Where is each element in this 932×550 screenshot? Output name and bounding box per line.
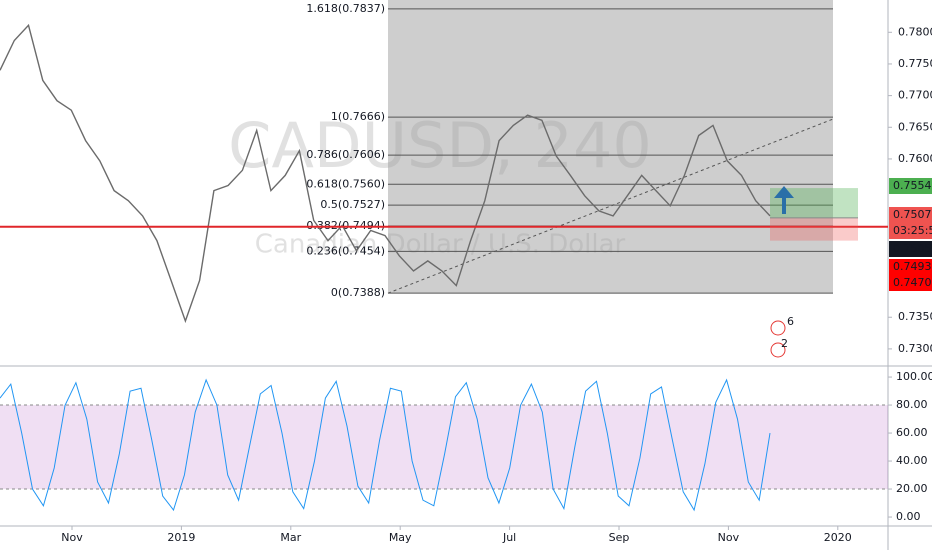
osc-tick-label: 0.00 <box>896 510 921 523</box>
price-label-bg <box>889 178 932 194</box>
price-line <box>0 23 771 324</box>
x-tick-label: 2020 <box>824 531 852 544</box>
x-tick-label: May <box>389 531 412 544</box>
price-label-bg <box>889 207 932 223</box>
trendline <box>387 118 834 294</box>
fib-label: 0(0.7388) <box>331 286 385 299</box>
fib-label: 0.382(0.7494) <box>306 219 385 232</box>
price-label: 0.7493 <box>893 260 932 273</box>
price-label: 03:25:55 <box>893 224 932 237</box>
price-label-bg <box>889 275 932 291</box>
event-flag <box>770 320 786 336</box>
price-label: 0.7507 <box>893 208 932 221</box>
x-tick-label: Jul <box>502 531 516 544</box>
price-label: 0.7470 <box>893 276 932 289</box>
fib-label: 1.618(0.7837) <box>306 2 385 15</box>
oscillator-band <box>0 405 888 490</box>
fib-label: 0.618(0.7560) <box>306 177 385 190</box>
stop-zone <box>770 217 858 241</box>
osc-tick-label: 80.00 <box>896 398 928 411</box>
x-tick-label: Nov <box>718 531 740 544</box>
price-label-bg <box>889 259 932 275</box>
osc-tick-label: 40.00 <box>896 454 928 467</box>
osc-tick-label: 100.00 <box>896 370 932 383</box>
event-flag <box>770 342 786 358</box>
price-label: 0.7505 <box>893 242 932 255</box>
fib-box <box>388 0 833 294</box>
event-count: 2 <box>781 337 788 350</box>
fib-label: 1(0.7666) <box>331 110 385 123</box>
event-count: 6 <box>787 315 794 328</box>
fib-label: 0.236(0.7454) <box>306 244 385 257</box>
x-tick-label: Mar <box>280 531 301 544</box>
x-tick-label: Sep <box>609 531 630 544</box>
x-tick-label: Nov <box>61 531 83 544</box>
osc-tick-label: 20.00 <box>896 482 928 495</box>
price-label: 0.7554 <box>893 179 932 192</box>
fib-label: 0.5(0.7527) <box>320 198 385 211</box>
fib-label: 0.786(0.7606) <box>306 148 385 161</box>
arrow <box>774 186 794 214</box>
price-label-bg <box>889 223 932 239</box>
price-label-bg <box>889 241 932 257</box>
oscillator-line <box>0 378 771 512</box>
y-tick-label: 0.7300 <box>898 342 932 355</box>
x-tick-label: 2019 <box>167 531 195 544</box>
osc-tick-label: 60.00 <box>896 426 928 439</box>
